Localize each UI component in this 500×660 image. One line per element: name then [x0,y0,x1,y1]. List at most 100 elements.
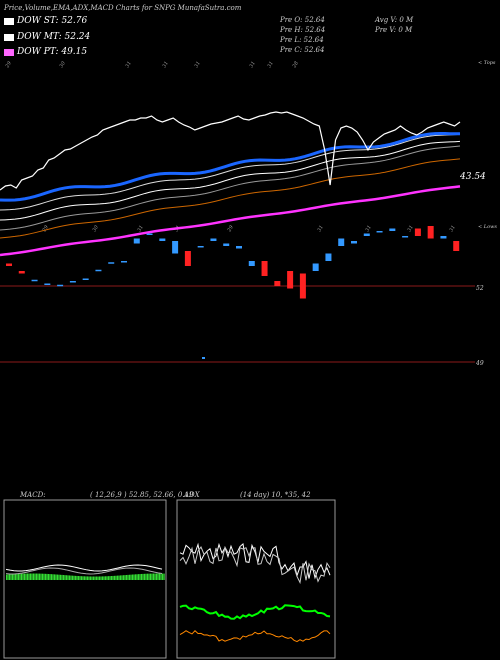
candle [363,233,370,236]
macd-histogram-bar [75,575,77,580]
macd-histogram-bar [63,575,65,580]
outlier-bar [202,357,205,359]
macd-histogram-bar [58,574,60,580]
macd-histogram-bar [21,573,23,580]
adx-di-minus-line [179,545,331,585]
candle [261,261,268,276]
avg-volume: Avg V: 0 M [375,16,414,24]
candle [223,243,230,246]
macd-histogram-bar [42,573,44,580]
tops-label: < Tops [478,60,496,66]
macd-histogram-bar [57,574,59,580]
price-level-52: 52 [476,285,484,292]
macd-histogram-bar [76,575,78,580]
candle [159,238,166,241]
macd-histogram-bar [94,576,96,580]
top-date-label: 29 [4,60,13,70]
dow-st-line [0,111,461,191]
dow-st-label: DOW ST: 52.76 [17,16,88,26]
ema-value-label: 43.54 [460,172,486,182]
candle [6,263,12,266]
macd-histogram-bar [156,573,158,580]
macd-histogram-bar [97,576,99,580]
macd-histogram-bar [102,576,104,580]
low-date-label: 31 [317,224,325,233]
top-date-label: 31 [267,60,275,69]
candle [82,278,89,280]
macd-histogram-bar [40,573,42,580]
macd-histogram-bar [10,574,12,580]
macd-histogram-bar [51,574,53,580]
top-date-label: 30 [59,60,68,69]
macd-histogram-bar [148,573,150,580]
ema-fast-line [0,132,461,202]
macd-signal-line [5,567,163,575]
macd-histogram-bar [138,574,140,580]
candle [248,261,255,266]
macd-histogram-bar [115,575,117,580]
macd-histogram-bar [123,575,125,580]
macd-histogram-bar [13,574,15,580]
macd-histogram-bar [61,574,63,580]
candle [274,281,281,286]
pre-volume: Pre V: 0 M [375,26,413,34]
macd-histogram-bar [54,574,56,580]
macd-histogram-bar [106,576,108,580]
candle [299,273,306,299]
macd-histogram-bar [90,576,92,580]
candle [351,241,357,244]
candle [197,246,204,248]
macd-histogram-bar [60,574,62,580]
candle [210,238,217,241]
macd-histogram-bar [135,574,137,580]
macd-histogram-bar [37,573,39,580]
candle [440,236,447,239]
macd-histogram-bar [151,573,153,580]
candle [69,281,76,283]
chart-title: Price,Volume,EMA,ADX,MACD Charts for SNP… [4,4,242,12]
macd-histogram-bar [99,576,101,580]
candle [389,228,396,231]
macd-histogram-bar [139,574,141,580]
candle [287,271,294,289]
candle [31,279,38,282]
low-date-label: 29 [226,224,235,234]
pre-open: Pre O: 52.64 [280,16,325,24]
macd-histogram-bar [108,576,110,580]
macd-histogram-bar [7,574,9,580]
macd-histogram-bar [145,573,147,580]
candle [108,262,115,264]
macd-histogram-bar [48,573,50,580]
macd-histogram-bar [117,575,119,580]
macd-histogram-bar [18,573,20,580]
pre-high: Pre H: 52.64 [280,26,326,34]
macd-histogram-bar [33,573,35,580]
macd-histogram-bar [84,576,86,580]
macd-histogram-bar [70,575,72,580]
macd-title: MACD: [20,491,46,499]
dow-st-swatch [4,18,14,25]
ema-mid-line [0,133,461,211]
adx-green-line [179,604,331,620]
ema-slow-line [0,158,461,239]
macd-histogram-bar [9,574,11,580]
candle [172,241,179,254]
macd-histogram-bar [31,573,33,580]
macd-histogram-bar [81,576,83,580]
adx-params: (14 day) 10, *35, 42 [240,491,311,499]
macd-histogram-bar [69,575,71,580]
macd-histogram-bar [157,573,159,580]
macd-histogram-bar [25,573,27,580]
macd-histogram-bar [129,574,131,580]
pre-close: Pre C: 52.64 [280,46,325,54]
macd-histogram-bar [87,576,89,580]
macd-histogram-bar [109,576,111,580]
macd-histogram-bar [114,575,116,580]
candle [402,236,409,238]
candle [325,253,332,261]
top-date-label: 31 [249,60,257,69]
candle [146,233,153,235]
macd-histogram-bar [120,575,122,580]
candle [338,238,345,246]
